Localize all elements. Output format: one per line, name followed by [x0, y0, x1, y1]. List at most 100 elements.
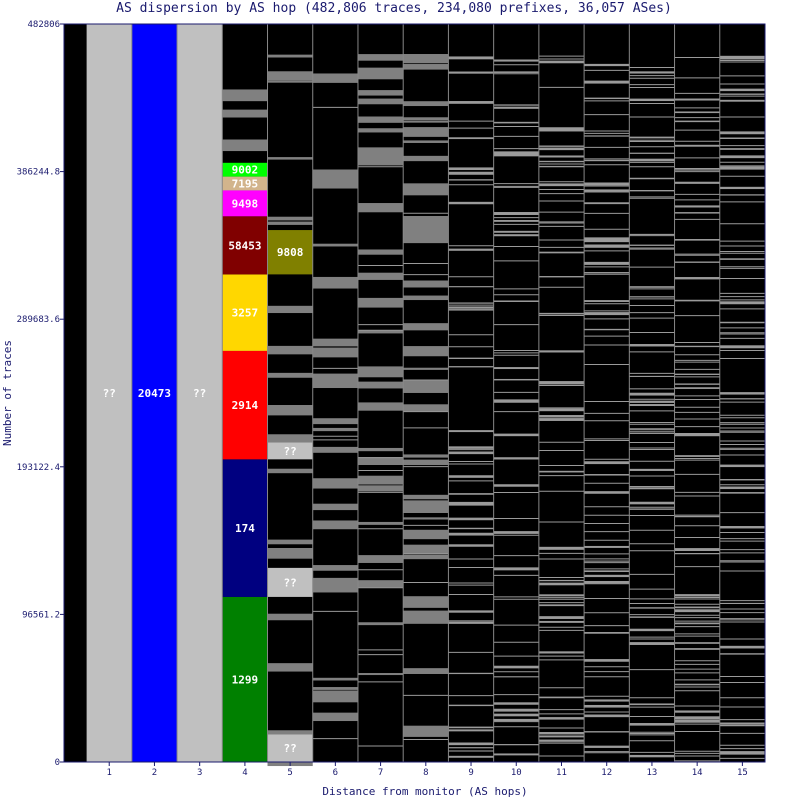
- other-as-segment: [267, 469, 313, 474]
- other-as-segment: [493, 59, 539, 62]
- other-as-segment: [448, 430, 494, 433]
- other-as-segment: [267, 345, 313, 355]
- hop-13-column: [629, 67, 675, 758]
- other-as-segment: [448, 306, 494, 309]
- other-as-segment: [448, 517, 494, 521]
- other-as-segment: [629, 71, 675, 74]
- other-as-segment: [674, 433, 720, 437]
- other-as-segment: [538, 251, 585, 254]
- other-as-segment: [357, 128, 404, 133]
- other-as-segment: [403, 383, 449, 393]
- other-as-segment: [312, 173, 358, 181]
- other-as-segment: [584, 97, 630, 100]
- as-segment-label: 174: [235, 522, 255, 535]
- other-as-segment: [357, 673, 404, 676]
- other-as-segment: [267, 613, 313, 618]
- as-segment: [222, 162, 268, 177]
- other-as-segment: [719, 194, 765, 196]
- other-as-segment: [357, 203, 404, 213]
- other-as-segment: [312, 377, 358, 389]
- other-as-segment: [267, 157, 313, 160]
- other-as-segment: [629, 642, 675, 645]
- other-as-segment: [584, 185, 630, 187]
- other-as-segment: [538, 60, 585, 64]
- other-as-segment: [357, 381, 404, 389]
- as-segment: [222, 190, 268, 217]
- other-as-segment: [584, 63, 630, 66]
- other-as-segment: [538, 381, 585, 384]
- other-as-segment: [538, 717, 585, 720]
- other-as-segment: [629, 375, 675, 377]
- x-tick-label: 6: [333, 768, 338, 778]
- as-segment-label: 20473: [138, 387, 171, 400]
- other-as-segment: [538, 604, 585, 607]
- other-as-segment: [674, 594, 720, 597]
- y-tick-label: 289683.6: [17, 315, 60, 325]
- as-segment-label: 58453: [228, 239, 261, 252]
- other-as-segment: [448, 475, 494, 478]
- other-as-segment: [584, 461, 630, 465]
- other-as-segment: [312, 520, 358, 530]
- other-as-segment: [357, 402, 404, 411]
- other-as-segment: [538, 546, 585, 550]
- as-segment: [177, 24, 223, 762]
- x-tick-label: 3: [197, 768, 202, 778]
- hop-12-column: [584, 63, 630, 754]
- as-segment-label: 9498: [232, 197, 259, 210]
- other-as-segment: [674, 383, 720, 385]
- other-as-segment: [357, 74, 404, 80]
- other-as-segment: [448, 71, 494, 74]
- other-as-segment: [448, 755, 494, 758]
- other-as-segment: [719, 166, 765, 170]
- other-as-segment: [629, 392, 675, 396]
- other-as-segment: [267, 80, 313, 83]
- other-as-segment: [493, 300, 539, 302]
- other-as-segment: [538, 415, 585, 417]
- other-as-segment: [674, 455, 720, 457]
- other-as-segment: [403, 404, 449, 412]
- other-as-segment: [493, 713, 539, 717]
- as-segment-label: 1299: [232, 673, 259, 686]
- other-as-segment: [448, 533, 494, 536]
- other-as-segment: [448, 171, 494, 174]
- other-as-segment: [674, 609, 720, 613]
- other-as-segment: [493, 230, 539, 233]
- other-as-segment: [448, 167, 494, 171]
- other-as-segment: [357, 56, 404, 60]
- other-as-segment: [629, 344, 675, 347]
- other-as-segment: [719, 526, 765, 529]
- other-as-segment: [719, 55, 765, 59]
- other-as-segment: [403, 459, 449, 466]
- other-as-segment: [403, 127, 449, 137]
- other-as-segment: [357, 154, 404, 166]
- as-segment-label: 9808: [277, 246, 304, 259]
- as-segment-label: ??: [284, 742, 297, 755]
- other-as-segment: [584, 182, 630, 186]
- other-as-segment: [448, 179, 494, 181]
- other-as-segment: [538, 145, 585, 147]
- other-as-segment: [357, 488, 404, 492]
- other-as-segment: [403, 517, 449, 520]
- other-as-segment: [357, 485, 404, 489]
- other-as-segment: [448, 302, 494, 304]
- as-segment-label: 7195: [232, 177, 259, 190]
- other-as-segment: [357, 116, 404, 123]
- other-as-segment: [403, 454, 449, 458]
- other-as-segment: [584, 189, 630, 192]
- other-as-segment: [584, 244, 630, 248]
- other-as-segment: [629, 158, 675, 162]
- other-as-segment: [538, 127, 585, 130]
- other-as-segment: [403, 494, 449, 500]
- other-as-segment: [674, 719, 720, 723]
- other-as-segment: [674, 716, 720, 720]
- other-as-segment: [312, 695, 358, 703]
- other-as-segment: [538, 739, 585, 742]
- other-as-segment: [403, 529, 449, 540]
- other-as-segment: [448, 527, 494, 530]
- other-as-segment: [538, 620, 585, 623]
- other-as-segment: [312, 373, 358, 379]
- other-as-segment: [538, 731, 585, 735]
- other-as-segment: [584, 239, 630, 241]
- other-as-segment: [448, 621, 494, 624]
- other-as-segment: [312, 690, 358, 698]
